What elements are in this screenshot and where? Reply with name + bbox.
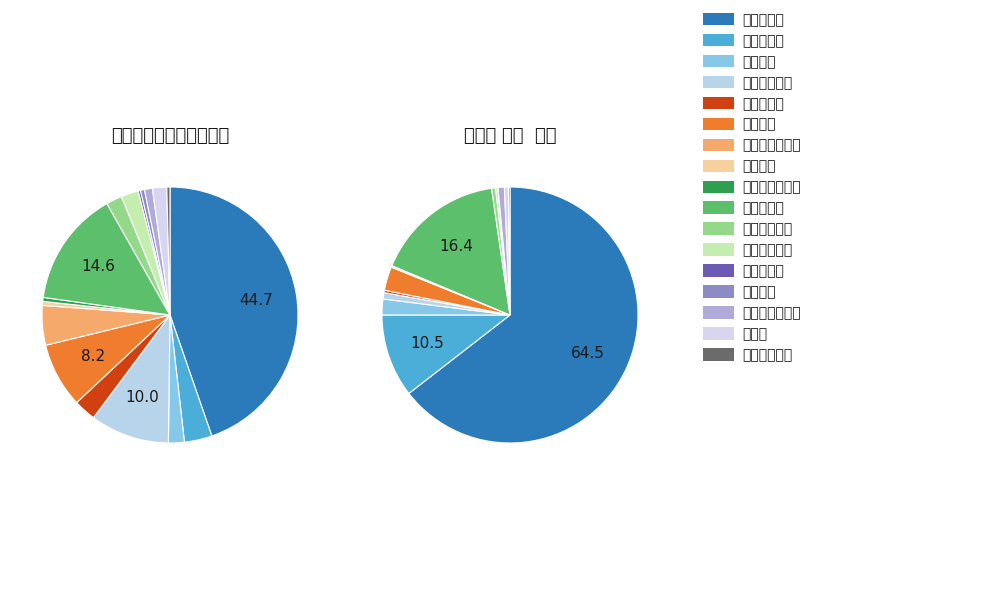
- Wedge shape: [384, 290, 510, 315]
- Title: セ・リーグ全プレイヤー: セ・リーグ全プレイヤー: [111, 127, 229, 145]
- Wedge shape: [382, 315, 510, 394]
- Wedge shape: [392, 188, 510, 315]
- Wedge shape: [383, 293, 510, 315]
- Text: 16.4: 16.4: [440, 239, 474, 254]
- Wedge shape: [382, 299, 510, 315]
- Wedge shape: [392, 266, 510, 315]
- Wedge shape: [496, 188, 510, 315]
- Wedge shape: [504, 187, 510, 315]
- Wedge shape: [42, 305, 170, 345]
- Wedge shape: [508, 187, 510, 315]
- Wedge shape: [43, 298, 170, 315]
- Title: 大瀬良 大地  選手: 大瀬良 大地 選手: [464, 127, 556, 145]
- Wedge shape: [492, 188, 510, 315]
- Wedge shape: [384, 267, 510, 315]
- Wedge shape: [391, 266, 510, 315]
- Text: 10.0: 10.0: [125, 390, 159, 405]
- Wedge shape: [144, 188, 170, 315]
- Wedge shape: [170, 187, 298, 436]
- Wedge shape: [138, 190, 170, 315]
- Wedge shape: [152, 187, 170, 315]
- Wedge shape: [498, 188, 510, 315]
- Wedge shape: [121, 191, 170, 315]
- Wedge shape: [42, 301, 170, 315]
- Wedge shape: [409, 187, 638, 443]
- Legend: ストレート, ツーシーム, シュート, カットボール, スプリット, フォーク, チェンジアップ, シンカー, 高速スライダー, スライダー, 縦スライダー, : ストレート, ツーシーム, シュート, カットボール, スプリット, フォーク,…: [703, 13, 800, 362]
- Wedge shape: [498, 187, 510, 315]
- Wedge shape: [46, 315, 170, 403]
- Wedge shape: [170, 315, 212, 442]
- Wedge shape: [77, 315, 170, 418]
- Wedge shape: [93, 315, 170, 443]
- Wedge shape: [498, 188, 510, 315]
- Wedge shape: [107, 197, 170, 315]
- Text: 10.5: 10.5: [411, 335, 445, 350]
- Text: 14.6: 14.6: [81, 259, 115, 274]
- Wedge shape: [141, 190, 170, 315]
- Wedge shape: [167, 187, 170, 315]
- Text: 8.2: 8.2: [81, 349, 106, 364]
- Text: 44.7: 44.7: [239, 293, 273, 308]
- Wedge shape: [168, 315, 184, 443]
- Text: 64.5: 64.5: [571, 346, 605, 361]
- Wedge shape: [43, 203, 170, 315]
- Wedge shape: [392, 266, 510, 315]
